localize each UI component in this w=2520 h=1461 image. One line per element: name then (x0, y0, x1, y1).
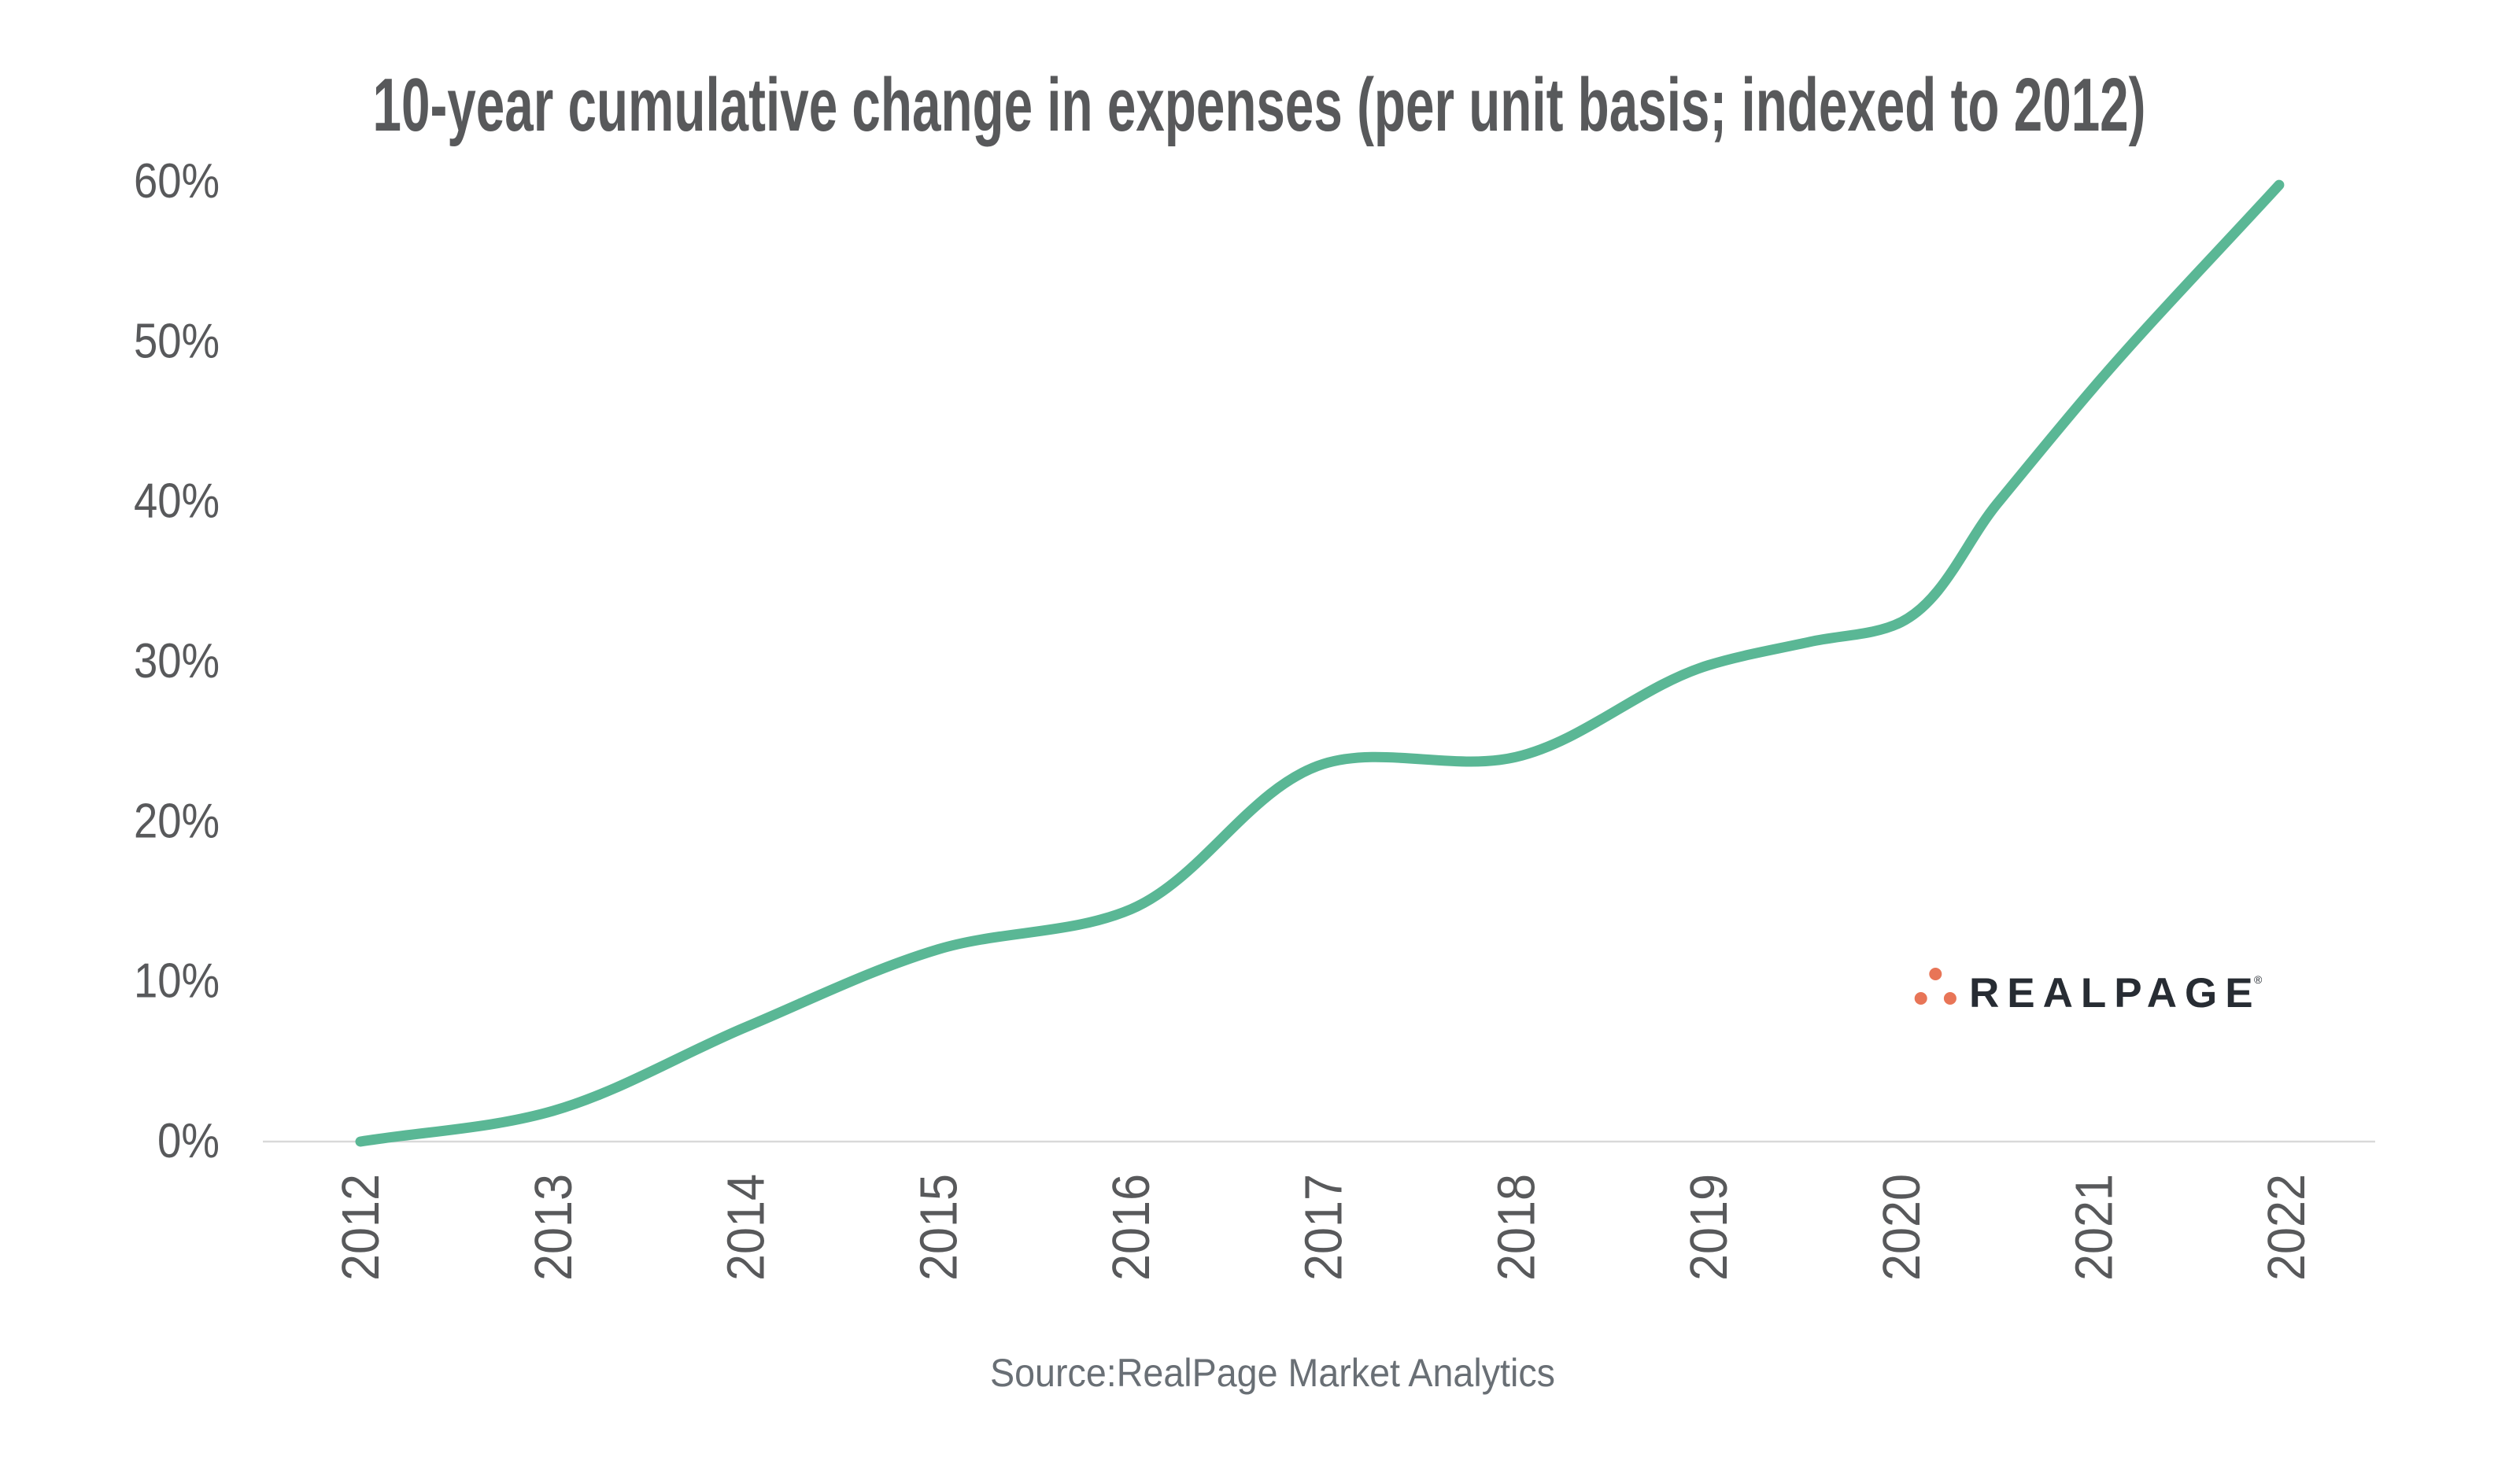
svg-text:Source:RealPage Market Analyti: Source:RealPage Market Analytics (990, 1351, 1555, 1395)
svg-text:2013: 2013 (524, 1174, 583, 1281)
svg-text:2021: 2021 (2065, 1174, 2124, 1281)
svg-text:10%: 10% (134, 954, 220, 1009)
svg-text:10-year cumulative change in e: 10-year cumulative change in expenses (p… (373, 63, 2146, 147)
svg-text:2019: 2019 (1679, 1174, 1739, 1281)
svg-text:30%: 30% (134, 633, 220, 688)
svg-text:REALPAGE: REALPAGE (1969, 970, 2261, 1016)
svg-text:20%: 20% (134, 793, 220, 848)
svg-text:60%: 60% (134, 153, 220, 208)
svg-text:2014: 2014 (717, 1174, 776, 1281)
svg-text:50%: 50% (134, 313, 220, 368)
svg-text:0%: 0% (157, 1113, 220, 1168)
svg-text:2012: 2012 (331, 1174, 390, 1281)
svg-text:2020: 2020 (1872, 1174, 1931, 1281)
svg-text:40%: 40% (134, 474, 220, 529)
svg-text:2017: 2017 (1295, 1174, 1354, 1281)
svg-text:2015: 2015 (909, 1174, 968, 1281)
svg-text:2022: 2022 (2257, 1174, 2316, 1281)
svg-text:2018: 2018 (1487, 1174, 1546, 1281)
svg-text:2016: 2016 (1102, 1174, 1161, 1281)
svg-text:®: ® (2254, 973, 2263, 986)
